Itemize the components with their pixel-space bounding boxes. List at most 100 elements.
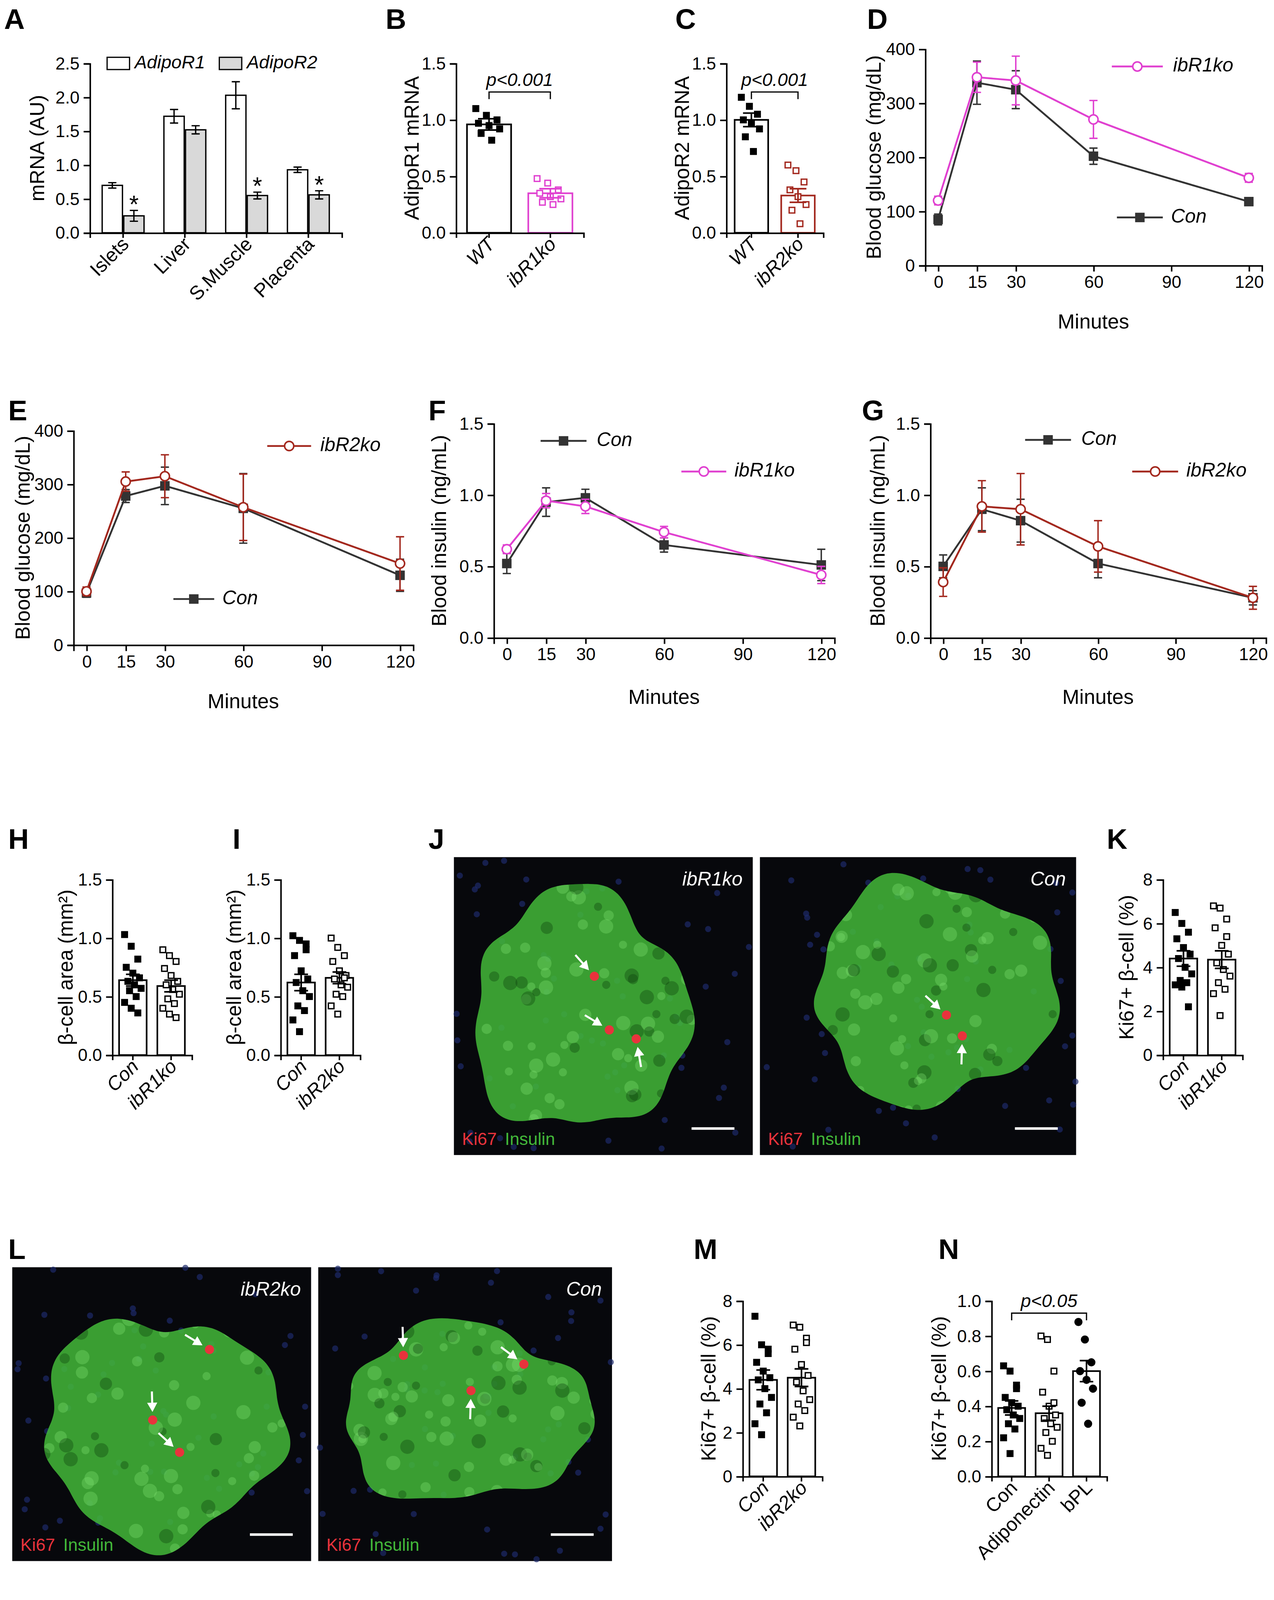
islet-cell <box>277 1529 290 1542</box>
x-axis: ConibR1ko <box>102 1054 193 1114</box>
panel: DConibR1ko0100200300400015306090120Minut… <box>862 3 1264 334</box>
nucleus <box>568 1309 575 1316</box>
nucleus <box>813 931 821 938</box>
nucleus <box>1061 1043 1069 1050</box>
islet-cell <box>520 942 531 953</box>
x-axis-title: Minutes <box>207 689 279 713</box>
islet-cell <box>202 1371 211 1380</box>
data-point <box>328 934 334 941</box>
y-tick-mark <box>985 1335 992 1338</box>
data-point <box>303 940 309 947</box>
x-tick: ibR1ko <box>1173 1054 1232 1114</box>
data-point <box>303 946 309 953</box>
y-tick-label: 1.0 <box>246 928 271 948</box>
bar <box>1169 958 1198 1055</box>
y-tick-mark <box>985 1440 992 1443</box>
y-tick-label: 0 <box>722 1466 733 1486</box>
islet-cell <box>966 950 979 963</box>
error-bar <box>293 167 302 173</box>
legend-label: AdipoR1 <box>133 51 206 73</box>
y-tick-mark <box>1156 967 1164 969</box>
data-point <box>746 103 753 109</box>
y-axis-title: mRNA (AU) <box>25 94 49 202</box>
y-tick: 1.0 <box>55 155 90 175</box>
islet-cell <box>958 873 973 888</box>
y-tick-label: 1.5 <box>459 413 484 434</box>
x-tick-label: 60 <box>1084 272 1104 292</box>
x-tick: 90 <box>733 637 753 664</box>
x-tick: ibR2ko <box>749 232 809 291</box>
x-tick-mark <box>663 637 666 645</box>
plot-area <box>102 81 330 233</box>
islet-cell <box>480 1105 493 1118</box>
y-tick-label: 1.0 <box>77 928 102 948</box>
islet-cell <box>569 962 584 977</box>
islet-cell <box>873 940 882 949</box>
data-point <box>496 126 503 132</box>
panel-letter: B <box>385 3 407 35</box>
islet-cell <box>496 1405 509 1418</box>
legend-label: ibR1ko <box>1172 53 1233 76</box>
y-tick-mark <box>720 176 727 178</box>
y-axis-line <box>736 1301 744 1477</box>
nucleus <box>129 1305 136 1312</box>
x-tick: WT <box>724 231 763 270</box>
plot-area <box>502 487 827 584</box>
nucleus <box>607 1358 614 1365</box>
islet-cell <box>577 919 588 930</box>
y-tick-label: 2.5 <box>55 53 80 74</box>
stain-label: Ki67 <box>768 1129 803 1149</box>
islet-cell <box>208 1534 222 1547</box>
y-tick-label: 0.4 <box>957 1396 982 1416</box>
y-tick-label: 1.0 <box>421 110 447 130</box>
data-point <box>1002 1394 1009 1400</box>
x-tick: ibR2ko <box>753 1476 812 1535</box>
data-point <box>1088 114 1099 125</box>
data-point <box>763 1409 770 1416</box>
nucleus <box>519 900 526 907</box>
data-point <box>290 932 296 939</box>
x-tick-mark <box>1182 1054 1185 1060</box>
y-tick-mark <box>67 430 74 432</box>
islet-cell <box>154 1352 165 1363</box>
islet-cell <box>813 878 825 889</box>
ki67-nucleus <box>957 1031 968 1041</box>
data-point <box>801 179 807 185</box>
y-tick: 0.5 <box>421 166 457 186</box>
data-point <box>539 199 546 206</box>
islet-cell <box>185 1307 198 1320</box>
nucleus <box>533 1555 540 1563</box>
islet-cell <box>254 1366 263 1375</box>
islet-cell <box>169 1379 180 1390</box>
islet-cell <box>268 1496 277 1505</box>
islet-cell <box>448 1468 461 1481</box>
islet-cell <box>947 1033 958 1044</box>
data-point <box>1078 1398 1085 1406</box>
data-point <box>238 502 249 513</box>
data-point <box>168 972 174 978</box>
nucleus <box>720 1084 727 1091</box>
islet-cell <box>628 974 639 985</box>
y-tick: 8 <box>1143 869 1164 889</box>
x-tick-label: 90 <box>733 644 753 664</box>
x-axis: 015306090120 <box>925 265 1264 292</box>
y-axis-line <box>487 424 495 639</box>
stain-label: Ki67 <box>326 1534 362 1555</box>
series-line <box>86 476 400 592</box>
x-axis: 015306090120 <box>73 644 415 671</box>
x-tick-mark <box>585 637 587 645</box>
nucleus <box>15 1359 22 1367</box>
scale-bar <box>550 1532 594 1536</box>
data-point <box>805 1372 811 1378</box>
islet-cell <box>26 1358 36 1367</box>
bar <box>787 1377 816 1477</box>
islet-cell <box>556 881 569 894</box>
data-point <box>1011 1425 1018 1432</box>
legend-marker <box>189 594 199 604</box>
y-tick-mark <box>720 232 727 234</box>
y-tick-mark <box>1156 1010 1164 1013</box>
islet-cell <box>345 1381 354 1390</box>
islet-cell <box>521 1448 534 1461</box>
nucleus <box>931 1134 938 1141</box>
data-point <box>478 130 484 136</box>
